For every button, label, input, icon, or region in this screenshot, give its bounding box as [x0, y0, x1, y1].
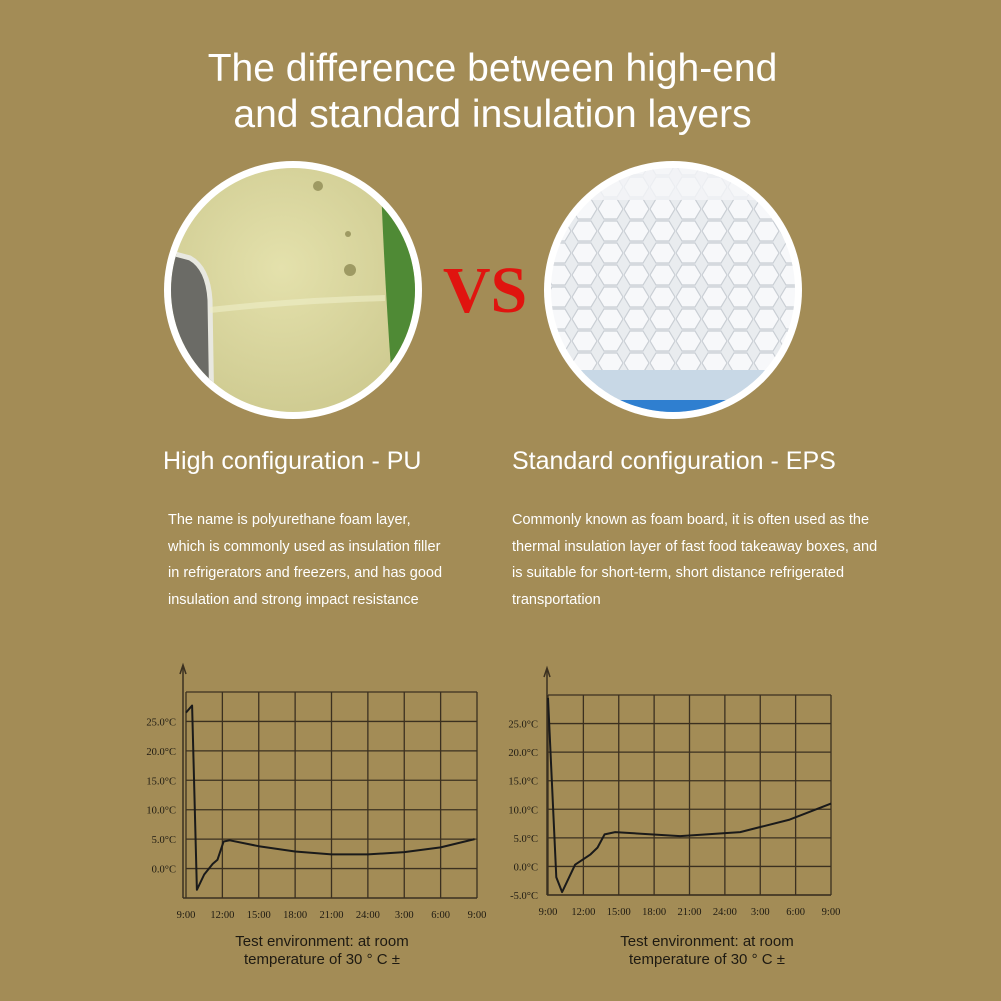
x-tick-label: 3:00 — [395, 910, 414, 921]
caption-line: temperature of 30 ° C ± — [244, 951, 400, 968]
chart-caption: Test environment: at room temperature of … — [172, 933, 472, 969]
y-tick-label: 20.0°C — [146, 747, 176, 758]
y-tick-label: 25.0°C — [146, 717, 176, 728]
y-tick-label: 20.0°C — [508, 748, 538, 759]
x-tick-label: 3:00 — [751, 907, 770, 918]
y-tick-label: 10.0°C — [146, 806, 176, 817]
y-tick-label: 5.0°C — [514, 834, 538, 845]
x-tick-label: 15:00 — [247, 910, 271, 921]
y-tick-label: 15.0°C — [508, 777, 538, 788]
y-tick-label: 10.0°C — [508, 805, 538, 816]
product-name: High configuration - PU — [163, 447, 422, 475]
title-line: and standard insulation layers — [233, 93, 752, 136]
caption-line: Test environment: at room — [620, 933, 794, 950]
x-tick-label: 24:00 — [713, 907, 737, 918]
x-tick-label: 9:00 — [822, 907, 841, 918]
y-tick-label: 0.0°C — [152, 865, 176, 876]
x-tick-label: 18:00 — [283, 910, 307, 921]
vs-label: VS — [443, 254, 527, 327]
x-tick-label: 24:00 — [356, 910, 380, 921]
axis-arrow — [543, 665, 551, 678]
y-tick-label: 25.0°C — [508, 720, 538, 731]
data-line — [547, 697, 832, 894]
product-description: Commonly known as foam board, it is ofte… — [512, 512, 878, 608]
caption-line: Test environment: at room — [235, 933, 409, 950]
x-tick-label: 9:00 — [177, 910, 196, 921]
x-tick-label: 6:00 — [431, 910, 450, 921]
title-line: The difference between high-end — [207, 47, 778, 90]
product-description: The name is polyurethane foam layer, whi… — [168, 512, 443, 608]
x-tick-label: 18:00 — [642, 907, 666, 918]
y-tick-label: 0.0°C — [514, 862, 538, 873]
x-tick-label: 9:00 — [468, 910, 487, 921]
axis-arrow — [179, 662, 187, 675]
x-tick-label: 15:00 — [607, 907, 631, 918]
x-tick-label: 9:00 — [539, 907, 558, 918]
chart-caption: Test environment: at room temperature of … — [557, 933, 857, 969]
y-tick-label: 15.0°C — [146, 776, 176, 787]
y-tick-label: -5.0°C — [510, 891, 538, 902]
product-name: Standard configuration - EPS — [512, 447, 836, 475]
pu-photo — [171, 168, 415, 412]
x-tick-label: 21:00 — [320, 910, 344, 921]
x-tick-label: 21:00 — [678, 907, 702, 918]
x-tick-label: 12:00 — [210, 910, 234, 921]
x-tick-label: 12:00 — [571, 907, 595, 918]
caption-line: temperature of 30 ° C ± — [629, 951, 785, 968]
data-line — [185, 704, 475, 891]
y-tick-label: 5.0°C — [152, 835, 176, 846]
x-tick-label: 6:00 — [786, 907, 805, 918]
